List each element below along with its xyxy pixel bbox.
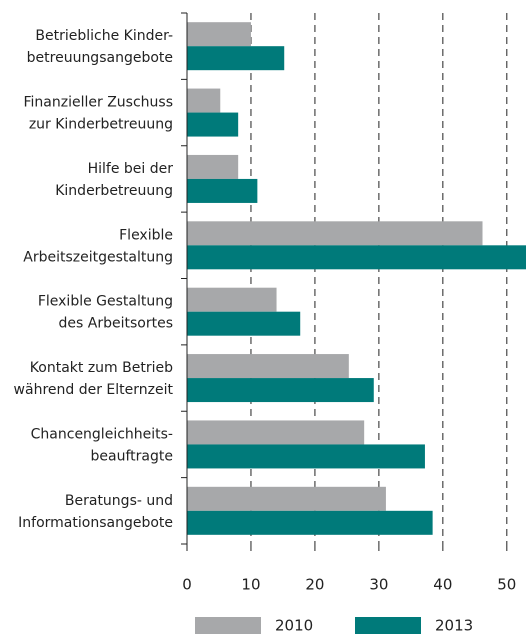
bar: [187, 178, 258, 203]
category-label: während der Elternzeit: [14, 382, 174, 398]
category-label: Arbeitszeitgestaltung: [23, 249, 173, 265]
category-label: beauftragte: [91, 448, 173, 464]
bar: [187, 245, 526, 270]
bar: [187, 444, 425, 469]
bar: [187, 311, 301, 336]
bar: [187, 112, 239, 137]
category-label: Kinderbetreuung: [55, 183, 173, 199]
category-label: betreuungsangebote: [27, 50, 173, 66]
category-label: Finanzieller Zuschuss: [24, 95, 174, 111]
category-label: zur Kinderbetreuung: [29, 117, 173, 133]
x-tick-label: 20: [305, 576, 324, 594]
bar: [187, 287, 277, 312]
bar: [187, 510, 433, 535]
x-tick-label: 50: [497, 576, 516, 594]
category-label: Flexible: [119, 227, 173, 243]
category-label: des Arbeitsortes: [59, 316, 173, 332]
bar: [187, 420, 365, 445]
bar: [187, 354, 349, 379]
legend-swatch: [355, 617, 421, 634]
bar: [187, 154, 239, 179]
category-label: Kontakt zum Betrieb: [30, 360, 173, 376]
x-tick-label: 0: [182, 576, 192, 594]
x-tick-label: 40: [433, 576, 452, 594]
category-label: Chancengleichheits-: [31, 426, 173, 442]
bar: [187, 88, 221, 113]
category-label: Beratungs- und: [65, 493, 173, 509]
x-tick-label: 30: [369, 576, 388, 594]
x-tick-label: 10: [241, 576, 260, 594]
category-label: Flexible Gestaltung: [38, 294, 173, 310]
bar: [187, 378, 374, 403]
category-label: Betriebliche Kinder-: [35, 28, 173, 44]
category-label: Hilfe bei der: [88, 161, 174, 177]
legend-label: 2010: [275, 617, 313, 634]
bar: [187, 221, 483, 246]
legend-swatch: [195, 617, 261, 634]
bar: [187, 22, 251, 47]
legend-label: 2013: [435, 617, 473, 634]
bar: [187, 486, 386, 511]
bar: [187, 46, 285, 71]
category-label: Informationsangebote: [18, 515, 173, 531]
